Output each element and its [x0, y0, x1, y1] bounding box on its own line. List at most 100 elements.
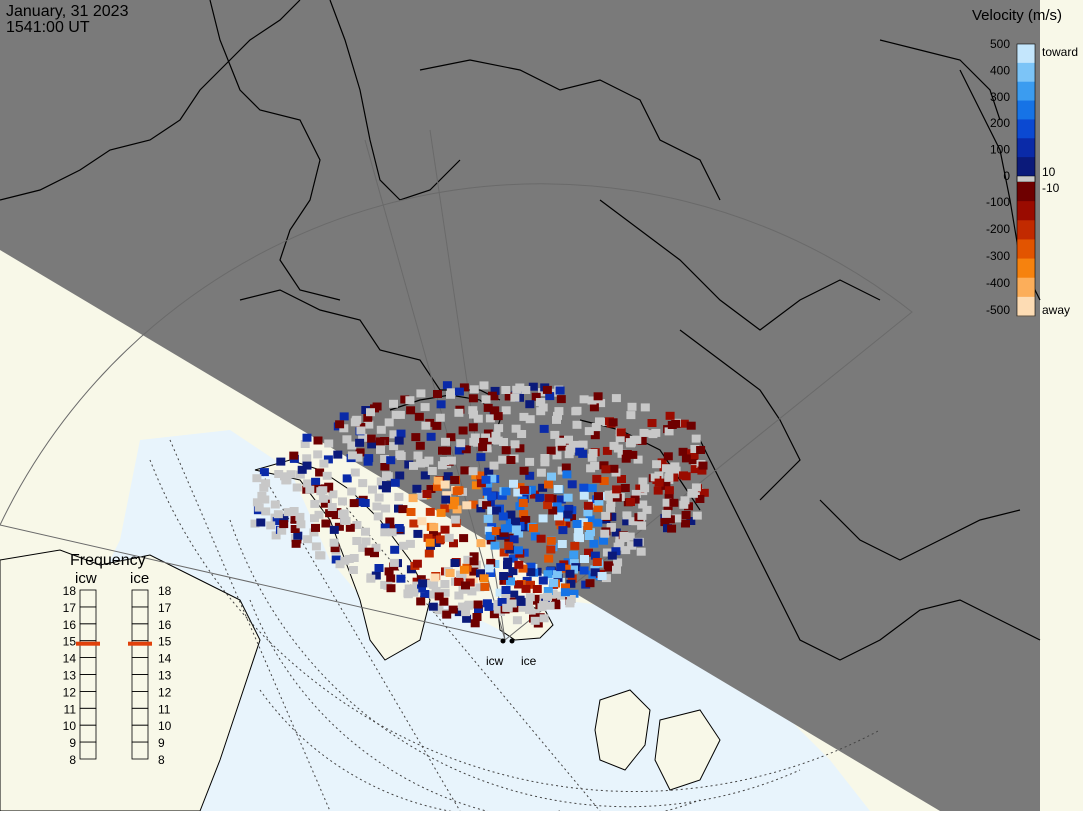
velocity-cell	[514, 560, 524, 569]
frequency-scale-cell	[79, 741, 97, 760]
velocity-cell	[561, 564, 571, 573]
velocity-cell	[406, 406, 416, 415]
velocity-cell	[479, 574, 489, 583]
velocity-cell	[530, 490, 539, 499]
velocity-cell	[524, 600, 533, 608]
velocity-cell	[518, 603, 528, 612]
velocity-cell	[441, 495, 451, 504]
velocity-cell	[517, 430, 527, 438]
velocity-cell	[611, 547, 621, 556]
colorbar-toward-swatch	[1017, 62, 1035, 83]
velocity-cell	[508, 567, 518, 576]
velocity-cell	[578, 440, 588, 449]
colorbar-away-swatch	[1017, 220, 1035, 240]
velocity-cell	[322, 471, 332, 480]
velocity-cell	[404, 584, 414, 593]
velocity-cell	[679, 471, 688, 480]
velocity-cell	[458, 426, 468, 435]
velocity-cell	[509, 535, 519, 544]
velocity-cell	[536, 468, 546, 477]
velocity-cell	[526, 580, 535, 589]
velocity-cell	[473, 600, 483, 609]
velocity-cell	[691, 483, 701, 492]
velocity-cell	[509, 604, 519, 613]
velocity-cell	[521, 516, 531, 524]
velocity-cell	[526, 568, 536, 577]
velocity-cell	[435, 413, 445, 422]
velocity-cell	[691, 434, 701, 443]
colorbar-tick-label: -300	[986, 249, 1010, 263]
velocity-cell	[525, 593, 535, 602]
velocity-cell	[415, 441, 425, 450]
velocity-cell	[604, 563, 614, 572]
velocity-cell	[565, 446, 575, 455]
velocity-cell	[468, 500, 478, 509]
velocity-cell	[424, 549, 434, 558]
velocity-cell	[347, 487, 357, 496]
velocity-cell	[617, 475, 626, 483]
velocity-cell	[545, 392, 555, 401]
frequency-scale-label: 13	[63, 669, 77, 683]
velocity-cell	[699, 488, 709, 497]
velocity-cell	[495, 588, 505, 597]
velocity-cell	[512, 385, 522, 394]
velocity-cell	[478, 443, 488, 452]
velocity-cell	[442, 491, 452, 500]
velocity-cell	[338, 497, 347, 506]
velocity-cell	[313, 436, 323, 445]
velocity-cell	[259, 483, 269, 492]
velocity-cell	[661, 509, 671, 518]
velocity-cell	[490, 406, 500, 415]
velocity-cell	[399, 541, 409, 550]
velocity-cell	[360, 499, 370, 507]
colorbar-away-swatch	[1017, 277, 1035, 298]
velocity-cell	[476, 504, 486, 513]
velocity-cell	[295, 512, 305, 521]
colorbar-toward-label: toward	[1042, 45, 1078, 59]
velocity-cell	[638, 477, 648, 486]
velocity-cell	[506, 510, 516, 519]
velocity-cell	[338, 510, 347, 519]
velocity-cell	[431, 586, 441, 595]
velocity-cell	[450, 515, 460, 524]
velocity-cell	[538, 388, 547, 397]
velocity-cell	[339, 412, 349, 421]
velocity-cell	[372, 502, 382, 511]
velocity-cell	[503, 557, 513, 566]
velocity-cell	[563, 493, 573, 502]
velocity-cell	[430, 573, 440, 582]
velocity-cell	[672, 514, 682, 523]
velocity-cell	[501, 487, 511, 496]
velocity-cell	[526, 485, 536, 494]
velocity-cell	[561, 519, 571, 528]
velocity-cell	[521, 386, 531, 394]
velocity-cell	[385, 517, 395, 526]
velocity-cell	[355, 498, 365, 507]
velocity-cell	[303, 535, 313, 544]
velocity-cell	[476, 569, 485, 578]
night-coastlines	[0, 0, 1041, 661]
velocity-cell	[587, 484, 597, 493]
date-label: January, 31 2023	[6, 3, 129, 20]
velocity-cell	[662, 498, 672, 507]
velocity-cell	[366, 574, 376, 583]
velocity-cell	[636, 547, 646, 556]
velocity-cell	[429, 580, 439, 589]
velocity-cell	[394, 524, 404, 532]
velocity-cell	[364, 420, 374, 429]
colorbar-away-swatch	[1017, 296, 1035, 317]
velocity-cell	[452, 505, 462, 514]
velocity-cell	[271, 531, 281, 540]
velocity-cell	[389, 430, 399, 439]
velocity-cell	[450, 497, 460, 505]
velocity-cell	[330, 544, 340, 553]
velocity-cell	[318, 486, 328, 495]
velocity-cell	[352, 415, 362, 424]
velocity-cell	[469, 437, 479, 446]
velocity-cell	[564, 435, 573, 444]
velocity-cell	[472, 613, 482, 621]
velocity-cell	[471, 481, 481, 490]
velocity-cell	[567, 574, 577, 583]
velocity-cell	[557, 442, 567, 451]
velocity-cell	[459, 534, 469, 543]
